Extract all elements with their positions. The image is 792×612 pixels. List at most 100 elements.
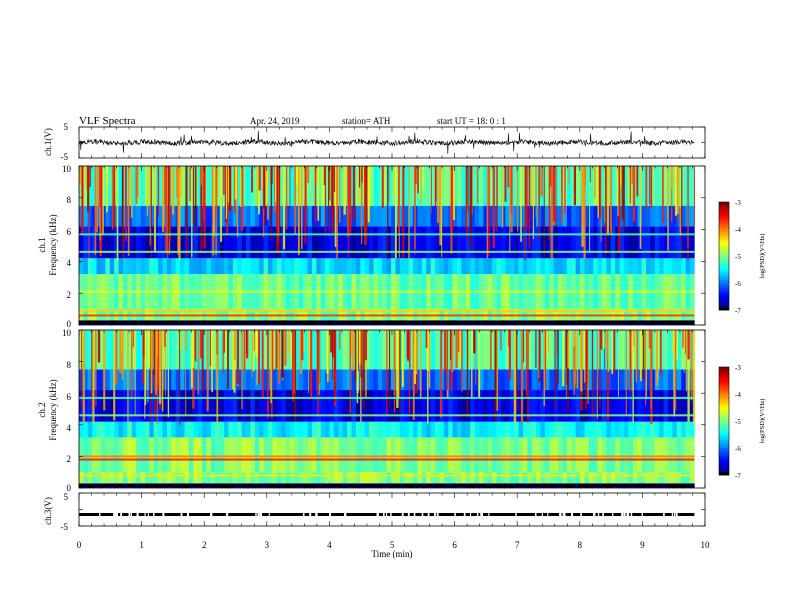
spectrogram-event (82, 330, 85, 422)
spectrogram-cell (478, 369, 484, 391)
spectrogram-cell (505, 472, 511, 484)
spectrogram-cell (338, 226, 344, 259)
spectrogram-cell (219, 369, 225, 391)
spectrogram-event (97, 330, 101, 363)
spectrogram-cell (325, 472, 330, 484)
spectrogram-event (234, 166, 238, 200)
spectrogram-cell (382, 437, 387, 473)
spectrogram-cell (549, 390, 555, 422)
spectrogram-cell (558, 258, 563, 275)
spectrogram-cell (540, 369, 546, 391)
spectrogram-cell (83, 390, 89, 422)
spectrogram-event (317, 166, 320, 221)
spectrogram-cell (193, 390, 198, 422)
spectrogram-cell (610, 369, 616, 391)
colorbar-step (719, 274, 729, 278)
spectrogram-cell (549, 437, 555, 473)
colorbar-step (719, 239, 729, 243)
spectrogram-cell (355, 258, 361, 275)
spectrogram-cell (562, 369, 568, 391)
spectrogram-cell (654, 258, 660, 275)
spectrogram-event (430, 166, 432, 214)
spectrogram-event (149, 166, 151, 246)
spectrogram-cell (500, 472, 506, 484)
colorbar-step (719, 212, 729, 216)
spectrogram-cell (338, 166, 344, 206)
spectrogram-cell (237, 330, 242, 370)
spectrogram-event (632, 166, 636, 222)
spectrogram-cell (311, 390, 317, 422)
spectrogram-cell (347, 437, 352, 473)
spectrogram-cell (307, 258, 313, 275)
spectrogram-event (168, 166, 170, 256)
spectrogram-cell (360, 166, 366, 206)
spectrogram-event (671, 330, 673, 353)
spectrogram-cell (654, 390, 660, 422)
spectrogram-event (599, 330, 601, 407)
spectrogram-cell (689, 258, 695, 275)
spectrogram-event (163, 330, 166, 347)
spectrogram-cell (382, 166, 387, 206)
spectrogram-event (623, 166, 625, 234)
ch2-spectrogram-tick-marks (78, 329, 706, 489)
ch1-freq-tick-10: 10 (62, 164, 72, 174)
spectrogram-cell (259, 166, 264, 206)
spectrogram-cell (610, 166, 616, 206)
spectrogram-cell (175, 258, 181, 275)
spectrogram-event (301, 330, 304, 361)
spectrogram-cell (426, 258, 431, 275)
spectrogram-cell (281, 472, 286, 484)
spectrogram-cell (96, 421, 102, 438)
spectrogram-cell (166, 369, 172, 391)
spectrogram-cell (373, 258, 379, 275)
spectrogram-cell (360, 226, 366, 259)
spectrogram-event (564, 166, 566, 214)
spectrogram-cell (206, 166, 212, 206)
spectrogram-cell (430, 226, 436, 259)
colorbar-step (719, 285, 729, 289)
spectrogram-cell (474, 437, 480, 473)
ch2-spectrogram-image (79, 330, 696, 488)
ch1-spectrogram-image (79, 166, 695, 325)
spectrogram-cell (571, 258, 576, 275)
spectrogram-event (565, 330, 567, 369)
spectrogram-cell (127, 330, 133, 370)
spectrogram-event (203, 166, 206, 249)
spectrogram-cell (483, 166, 489, 206)
colorbar-step (719, 218, 729, 222)
spectrogram-cell (87, 205, 93, 227)
spectrogram-cell (500, 258, 506, 275)
spectrogram-cell (474, 226, 480, 259)
spectrogram-cell (355, 205, 361, 227)
spectrogram-cell (566, 226, 572, 259)
ch1-freq-tick-0: 0 (67, 319, 72, 329)
spectrogram-event (687, 330, 690, 360)
spectrogram-event (357, 330, 360, 371)
spectrogram-cell (180, 437, 185, 473)
spectrogram-cell (496, 369, 502, 391)
spectrogram-cell (641, 390, 647, 422)
spectrogram-cell (382, 205, 387, 227)
spectrogram-cell (676, 472, 682, 484)
spectrogram-event (589, 166, 591, 183)
time-tick-label: 4 (327, 540, 332, 550)
spectrogram-event (327, 166, 330, 237)
spectrogram-cell (681, 390, 686, 422)
spectrogram-cell (347, 258, 352, 275)
spectrogram-event (157, 166, 160, 217)
spectrogram-cell (391, 437, 396, 473)
colorbar-step (719, 226, 729, 230)
spectrogram-event (629, 330, 632, 392)
ch1-freq-tick-2: 2 (67, 290, 72, 300)
spectrogram-cell (439, 258, 445, 275)
spectrogram-cell (435, 330, 440, 370)
spectrogram-cell (342, 226, 348, 259)
spectrogram-cell (329, 421, 335, 438)
spectrogram-cell (602, 258, 607, 275)
spectrogram-cell (399, 205, 405, 227)
spectrogram-cell (188, 421, 194, 438)
spectrogram-cell (575, 437, 581, 473)
spectrogram-cell (461, 472, 467, 484)
spectrogram-cell (487, 258, 493, 275)
spectrogram-cell (272, 330, 278, 370)
